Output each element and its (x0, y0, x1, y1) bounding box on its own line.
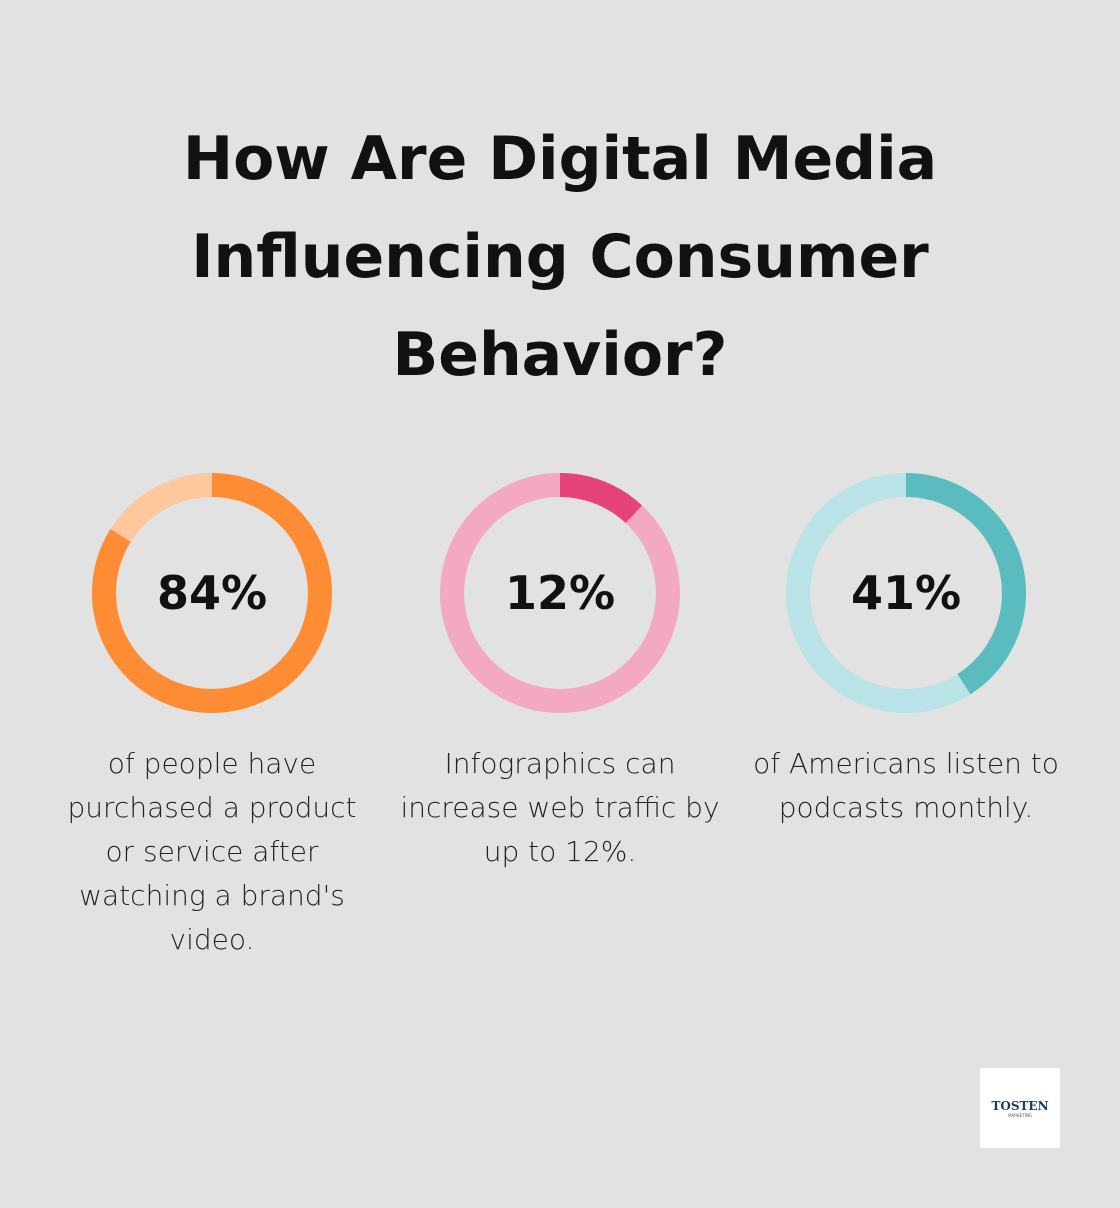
description: of people have purchased a product or se… (67, 747, 357, 956)
center-label: 12% (505, 566, 615, 620)
donut-arc (440, 473, 680, 713)
donut-arc (786, 473, 1026, 713)
charts: 84% 12% 41% (92, 473, 1026, 713)
logo-tagline: MARKETING (1008, 1112, 1032, 1118)
title: How Are Digital Media Influencing Consum… (182, 124, 938, 390)
donut-arc (92, 473, 332, 713)
description: Infographics can increase web traffic by… (400, 747, 720, 868)
logo-name: TOSTEN (991, 1098, 1049, 1113)
logo: TOSTEN MARKETING (980, 1068, 1060, 1148)
description: of Americans listen to podcasts monthly. (753, 747, 1059, 824)
center-label: 84% (157, 566, 267, 620)
center-label: 41% (851, 566, 961, 620)
